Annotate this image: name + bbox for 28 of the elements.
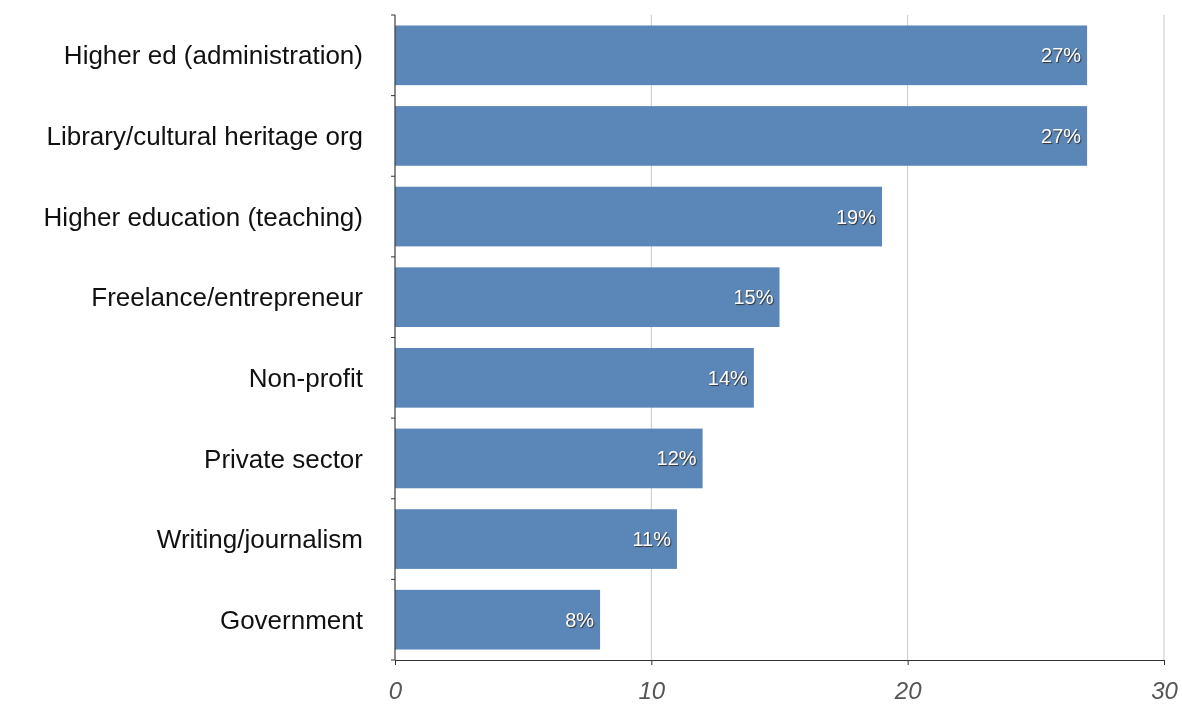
y-tick-label: Government: [219, 604, 364, 635]
bar: [395, 186, 883, 247]
y-tick-label: Freelance/entrepreneur: [91, 282, 364, 313]
x-tick-label: 30: [1151, 677, 1179, 705]
data-label: 27%: [1041, 44, 1082, 67]
bar: [395, 106, 1088, 166]
y-tick-label: Writing/journalism: [156, 524, 363, 555]
data-label: 12%: [656, 447, 697, 470]
y-tick-label: Higher ed (administration): [63, 40, 363, 71]
x-tick-label: 10: [638, 677, 666, 705]
y-tick-label: Higher education (teaching): [43, 201, 363, 232]
bar: [395, 589, 601, 650]
bar: [395, 428, 703, 489]
x-tick-label: 0: [388, 677, 403, 705]
data-label: 8%: [565, 608, 595, 631]
y-tick-label: Library/cultural heritage org: [46, 121, 363, 152]
bar: [395, 267, 780, 328]
data-label: 14%: [707, 366, 749, 389]
bar: [395, 509, 677, 569]
x-tick-label: 20: [893, 677, 923, 705]
bar: [395, 25, 1088, 86]
bar: [395, 347, 754, 408]
y-tick-label: Non-profit: [248, 362, 364, 393]
data-label: 11%: [632, 528, 672, 551]
y-tick-label: Private sector: [204, 443, 364, 474]
data-label: 27%: [1041, 124, 1082, 147]
data-label: 19%: [836, 205, 877, 228]
data-label: 15%: [733, 286, 774, 309]
